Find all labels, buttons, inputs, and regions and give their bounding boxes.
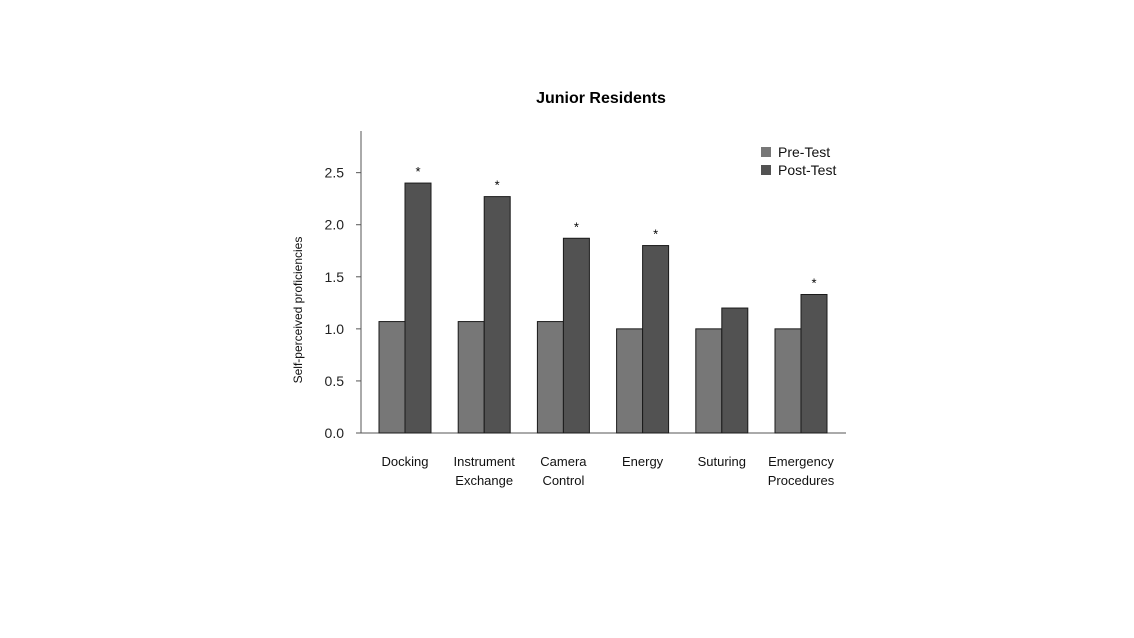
bar-pre-test-3 <box>616 328 644 434</box>
bar-post-test-5 <box>800 293 828 434</box>
bar-pre-test-4 <box>695 328 723 434</box>
y-tick-label: 0.0 <box>325 425 345 441</box>
y-tick-label: 0.5 <box>325 373 345 389</box>
x-category-label: Energy <box>622 454 664 469</box>
legend-swatch-0 <box>761 147 771 157</box>
significance-marker: * <box>415 164 420 179</box>
x-category-label: Instrument <box>453 454 515 469</box>
x-category-label: Camera <box>540 454 587 469</box>
bar-pre-test-5 <box>774 328 802 434</box>
bar-pre-test-1 <box>457 321 485 434</box>
bar-post-test-3 <box>642 245 670 434</box>
bar-post-test-4 <box>721 307 749 434</box>
x-category-label: Control <box>542 473 584 488</box>
y-tick-label: 2.0 <box>325 217 345 233</box>
chart-title: Junior Residents <box>536 90 666 107</box>
y-axis-label: Self-perceived proficiencies <box>291 237 305 384</box>
significance-marker: * <box>574 219 579 234</box>
significance-marker: * <box>495 178 500 193</box>
bar-pre-test-0 <box>378 321 406 434</box>
y-tick-label: 1.0 <box>325 321 345 337</box>
bars-group: * * * * * <box>378 164 828 434</box>
y-tick-label: 2.5 <box>325 165 345 181</box>
y-axis-ticks: 0.0 0.5 1.0 1.5 2.0 2.5 <box>325 165 361 441</box>
x-category-label: Emergency <box>768 454 834 469</box>
x-category-label: Procedures <box>768 473 835 488</box>
x-category-label: Docking <box>382 454 429 469</box>
legend-label-1: Post-Test <box>778 162 836 178</box>
x-axis-categories: Docking Instrument Exchange Camera Control En… <box>382 454 835 488</box>
x-category-label: Suturing <box>698 454 746 469</box>
legend-swatch-1 <box>761 165 771 175</box>
legend: Pre-Test Post-Test <box>761 144 836 178</box>
x-category-label: Exchange <box>455 473 513 488</box>
significance-marker: * <box>811 275 816 290</box>
significance-marker: * <box>653 227 658 242</box>
bar-post-test-1 <box>483 196 511 434</box>
bar-pre-test-2 <box>536 321 564 434</box>
bar-post-test-2 <box>562 237 590 434</box>
legend-label-0: Pre-Test <box>778 144 830 160</box>
bar-post-test-0 <box>404 182 432 434</box>
y-tick-label: 1.5 <box>325 269 345 285</box>
